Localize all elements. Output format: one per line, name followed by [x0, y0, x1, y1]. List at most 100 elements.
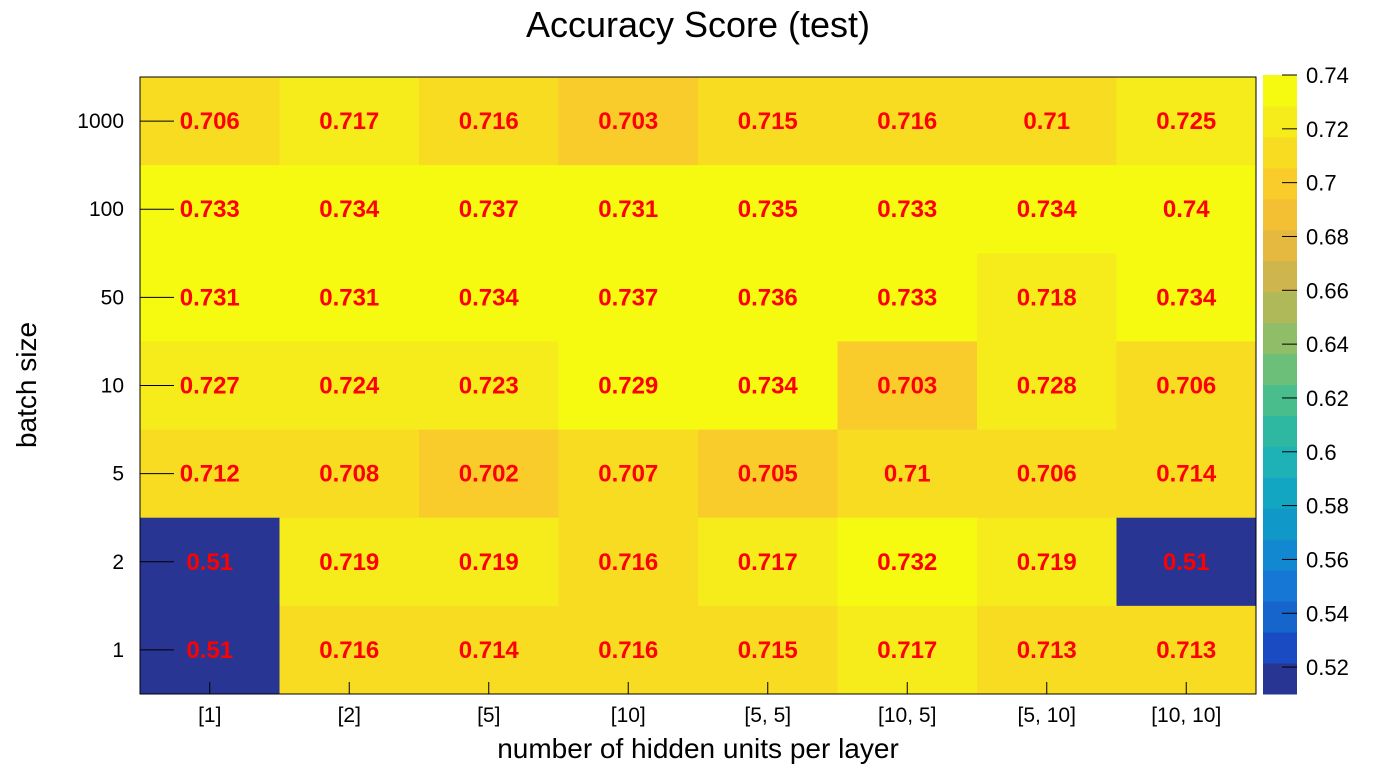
cell-value-label: 0.727 — [180, 373, 240, 400]
colorbar-segment — [1263, 167, 1297, 200]
cell-value-label: 0.71 — [884, 461, 931, 488]
cell-value-label: 0.706 — [1156, 373, 1216, 400]
cell-value-label: 0.51 — [1163, 549, 1210, 576]
colorbar-segment — [1263, 663, 1297, 695]
colorbar-segment — [1263, 570, 1297, 602]
cell-value-label: 0.714 — [1156, 461, 1217, 488]
colorbar-segment — [1263, 75, 1297, 107]
x-tick-label: [5] — [477, 704, 500, 727]
heatmap-cell — [1116, 77, 1257, 166]
cell-value-label: 0.716 — [459, 108, 519, 135]
x-tick-label: [5, 5] — [744, 704, 791, 727]
y-axis-title: batch size — [11, 322, 42, 448]
colorbar-segment — [1263, 260, 1297, 293]
heatmap-cell — [419, 517, 559, 607]
colorbar-tick-label: 0.56 — [1306, 547, 1349, 572]
cell-value-label: 0.734 — [1156, 284, 1217, 311]
cell-value-label: 0.712 — [180, 461, 240, 488]
x-tick-label: [1] — [198, 704, 221, 727]
heatmap-cell — [977, 517, 1117, 607]
cell-value-label: 0.74 — [1163, 196, 1210, 223]
heatmap-cell — [837, 517, 978, 607]
cell-value-label: 0.51 — [186, 637, 233, 664]
cell-value-label: 0.737 — [598, 284, 658, 311]
cell-value-label: 0.728 — [1017, 373, 1077, 400]
cell-value-label: 0.51 — [186, 549, 233, 576]
cell-value-label: 0.733 — [877, 284, 937, 311]
heatmap-cell — [698, 165, 838, 254]
y-tick-label: 100 — [89, 198, 124, 221]
heatmap-cell — [977, 165, 1117, 254]
cell-value-label: 0.707 — [598, 461, 658, 488]
y-tick-label: 5 — [112, 463, 124, 486]
cell-value-label: 0.719 — [319, 549, 379, 576]
colorbar-tick-label: 0.64 — [1306, 332, 1349, 357]
cell-value-label: 0.733 — [877, 196, 937, 223]
cell-value-label: 0.713 — [1156, 637, 1216, 664]
cell-value-label: 0.716 — [598, 637, 658, 664]
heatmap-cell — [419, 253, 559, 342]
heatmap-cell — [558, 341, 699, 431]
y-tick-label: 1 — [112, 639, 124, 662]
colorbar-segment — [1263, 322, 1297, 355]
heatmap-cell — [279, 517, 420, 607]
cell-value-label: 0.734 — [1017, 196, 1078, 223]
cell-value-label: 0.703 — [598, 108, 658, 135]
colorbar-tick-label: 0.68 — [1306, 224, 1349, 249]
colorbar-segment — [1263, 539, 1297, 571]
heatmap-cell — [698, 429, 838, 519]
cell-value-label: 0.703 — [877, 373, 937, 400]
cell-value-label: 0.735 — [738, 196, 798, 223]
cell-value-label: 0.719 — [459, 549, 519, 576]
colorbar-segment — [1263, 353, 1297, 385]
cell-value-label: 0.715 — [738, 637, 798, 664]
heatmap-cell — [837, 605, 978, 695]
colorbar-segment — [1263, 601, 1297, 633]
x-tick-label: [5, 10] — [1018, 704, 1076, 727]
heatmap-cell — [279, 165, 420, 254]
heatmap-cell — [977, 341, 1117, 431]
cell-value-label: 0.731 — [180, 284, 240, 311]
cell-value-label: 0.702 — [459, 461, 519, 488]
heatmap-cell — [558, 165, 699, 254]
heatmap-cell — [279, 77, 420, 166]
colorbar-segment — [1263, 446, 1297, 478]
heatmap-cell — [837, 341, 978, 431]
cell-value-label: 0.723 — [459, 373, 519, 400]
heatmap-cell — [419, 77, 559, 166]
heatmap-cell — [279, 429, 420, 519]
heatmap-cell — [698, 253, 838, 342]
colorbar-tick-label: 0.6 — [1306, 440, 1337, 465]
y-axis-ticks: 1000 100 50 10 5 2 1 — [77, 110, 174, 662]
cell-value-label: 0.733 — [180, 196, 240, 223]
cell-value-label: 0.716 — [877, 108, 937, 135]
cell-value-label: 0.713 — [1017, 637, 1077, 664]
heatmap-cell — [419, 341, 559, 431]
colorbar-tick-label: 0.62 — [1306, 386, 1349, 411]
cell-value-label: 0.734 — [459, 284, 520, 311]
colorbar-segment — [1263, 291, 1297, 324]
cell-value-label: 0.715 — [738, 108, 798, 135]
y-tick-label: 10 — [101, 375, 124, 398]
colorbar-segment — [1263, 508, 1297, 540]
x-tick-label: [10, 10] — [1151, 704, 1221, 727]
heatmap-cell — [977, 253, 1117, 342]
cell-value-label: 0.71 — [1023, 108, 1070, 135]
colorbar-segment — [1263, 384, 1297, 416]
heatmap-cell — [1116, 253, 1257, 342]
cell-value-label: 0.737 — [459, 196, 519, 223]
heatmap-cell — [1116, 165, 1257, 254]
heatmap-cell — [698, 605, 838, 695]
cell-value-label: 0.716 — [598, 549, 658, 576]
cell-value-label: 0.716 — [319, 637, 379, 664]
heatmap-cell — [279, 605, 420, 695]
y-tick-label: 2 — [112, 551, 124, 574]
cell-value-label: 0.725 — [1156, 108, 1216, 135]
heatmap-cell — [558, 605, 699, 695]
heatmap-cell — [279, 341, 420, 431]
colorbar — [1263, 75, 1297, 695]
heatmap-cell — [1116, 341, 1257, 431]
heatmap-cell — [837, 429, 978, 519]
heatmap-cell — [558, 517, 699, 607]
heatmap-cell — [1116, 517, 1257, 607]
